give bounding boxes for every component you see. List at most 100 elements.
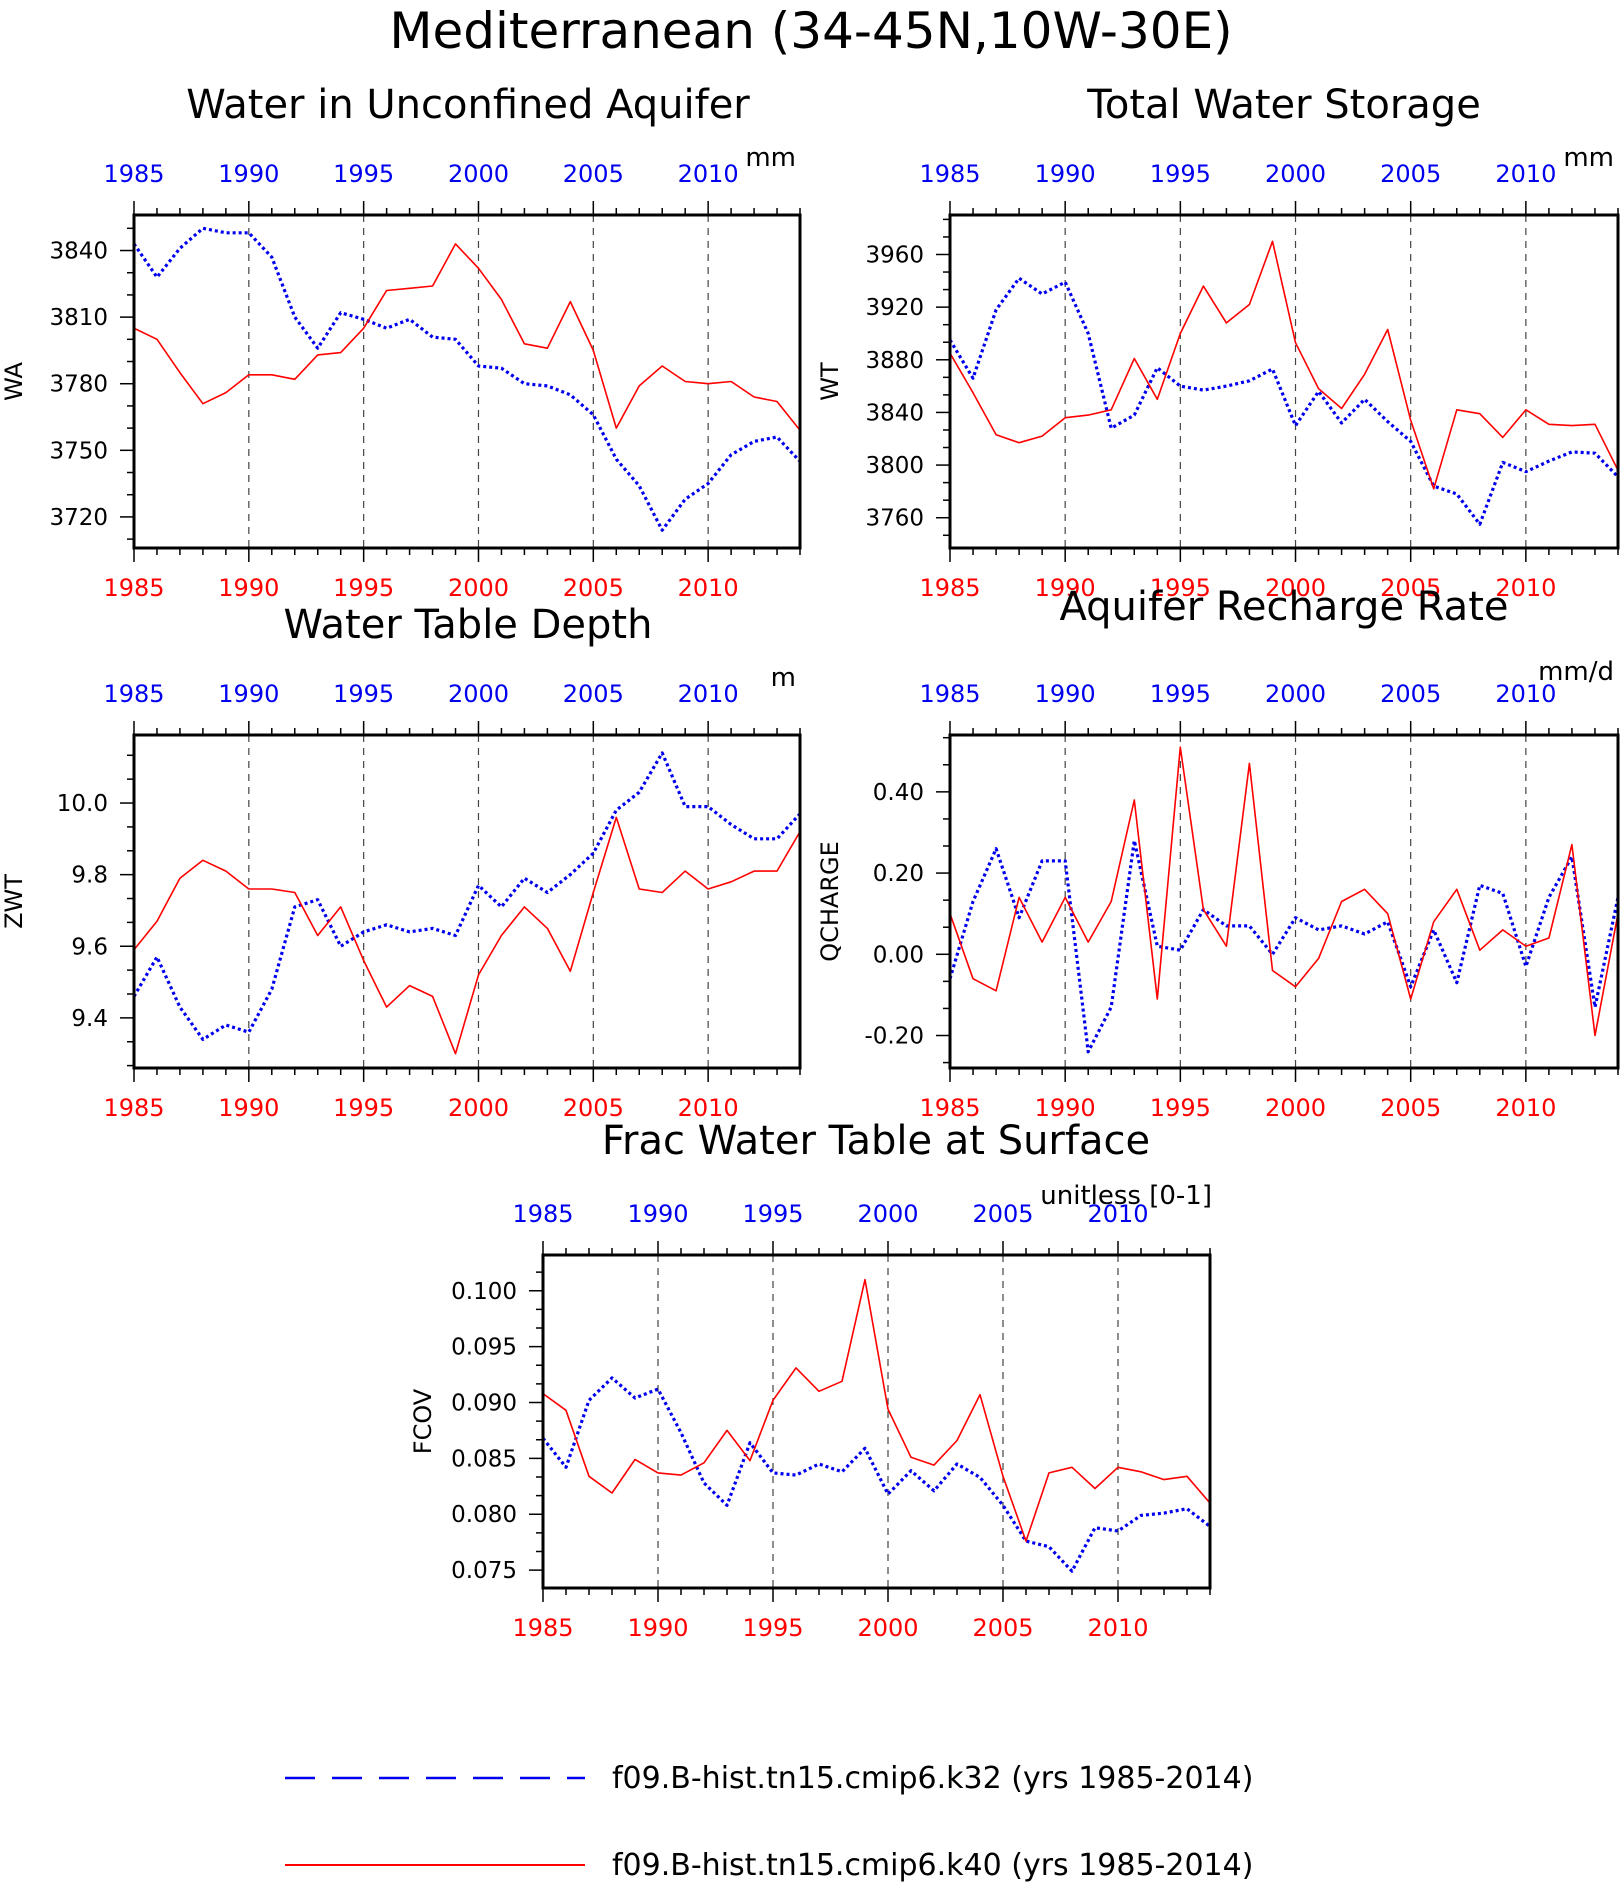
y-tick-label: 10.0 bbox=[57, 791, 108, 817]
x-tick-label-bottom: 1995 bbox=[333, 1094, 394, 1122]
plot-frame bbox=[541, 1253, 1212, 1590]
x-tick-label-top: 2010 bbox=[1087, 1200, 1148, 1228]
y-tick-label: 0.100 bbox=[451, 1279, 517, 1305]
x-tick-label-top: 1985 bbox=[103, 160, 164, 188]
x-tick-label-top: 2000 bbox=[857, 1200, 918, 1228]
plot-frame bbox=[948, 733, 1620, 1070]
x-tick-label-top: 1990 bbox=[627, 1200, 688, 1228]
chart-panel-4: Aquifer Recharge Rate mm/d QCHARGE 1985 1985… bbox=[816, 584, 1620, 1122]
plot-frame bbox=[132, 213, 802, 550]
x-tick-label-bottom: 2005 bbox=[563, 574, 624, 602]
x-tick-label-bottom: 2010 bbox=[1087, 1614, 1148, 1642]
x-tick-label-bottom: 1985 bbox=[103, 1094, 164, 1122]
x-tick-label-bottom: 2000 bbox=[448, 574, 509, 602]
y-tick-label: 9.6 bbox=[71, 934, 108, 960]
plot-frame bbox=[132, 733, 802, 1070]
panel-units: m bbox=[771, 663, 796, 693]
y-tick-label: 3840 bbox=[865, 400, 924, 426]
x-tick-label-bottom: 1990 bbox=[218, 574, 279, 602]
x-tick-label-top: 1995 bbox=[742, 1200, 803, 1228]
y-tick-label: 0.40 bbox=[873, 780, 924, 806]
x-tick-label-bottom: 2005 bbox=[1380, 1094, 1441, 1122]
x-tick-label-top: 2000 bbox=[448, 160, 509, 188]
x-tick-label-top: 2005 bbox=[563, 680, 624, 708]
x-tick-label-top: 1990 bbox=[218, 680, 279, 708]
y-axis-label: ZWT bbox=[0, 874, 28, 929]
series-line-k40 bbox=[543, 1278, 1210, 1542]
y-tick-label: 3960 bbox=[865, 242, 924, 268]
plot-frame bbox=[948, 213, 1620, 550]
x-tick-label-top: 2010 bbox=[1495, 680, 1556, 708]
x-tick-label-top: 2005 bbox=[1380, 680, 1441, 708]
x-tick-label-bottom: 1995 bbox=[333, 574, 394, 602]
y-tick-label: 0.20 bbox=[873, 861, 924, 887]
x-tick-label-bottom: 2010 bbox=[678, 574, 739, 602]
panel-title: Water Table Depth bbox=[284, 602, 653, 648]
y-axis-label: FCOV bbox=[409, 1388, 437, 1454]
series-line-k32 bbox=[950, 838, 1618, 1054]
x-tick-label-bottom: 2005 bbox=[563, 1094, 624, 1122]
y-tick-label: 3760 bbox=[865, 506, 924, 532]
x-tick-label-bottom: 1990 bbox=[1035, 1094, 1096, 1122]
series-line-k32 bbox=[950, 276, 1618, 526]
x-tick-label-bottom: 1985 bbox=[919, 1094, 980, 1122]
x-tick-label-top: 2010 bbox=[678, 680, 739, 708]
x-tick-label-bottom: 1985 bbox=[919, 574, 980, 602]
y-tick-label: 3720 bbox=[49, 505, 108, 531]
y-axis-label: WT bbox=[816, 362, 844, 401]
x-tick-label-top: 1995 bbox=[1150, 160, 1211, 188]
panel-title: Aquifer Recharge Rate bbox=[1059, 584, 1508, 630]
x-tick-label-bottom: 2000 bbox=[857, 1614, 918, 1642]
panel-title: Water in Unconfined Aquifer bbox=[186, 82, 750, 128]
panel-units: unitless [0-1] bbox=[1040, 1181, 1212, 1211]
y-tick-label: 9.8 bbox=[71, 863, 108, 889]
x-tick-label-bottom: 2005 bbox=[1380, 574, 1441, 602]
y-tick-label: 0.075 bbox=[451, 1558, 517, 1584]
y-tick-label: 0.090 bbox=[451, 1391, 517, 1417]
x-tick-label-bottom: 1995 bbox=[1150, 1094, 1211, 1122]
series-line-k40 bbox=[134, 816, 800, 1055]
x-tick-label-top: 1985 bbox=[512, 1200, 573, 1228]
panel-title: Total Water Storage bbox=[1086, 82, 1481, 128]
x-tick-label-top: 2005 bbox=[563, 160, 624, 188]
x-tick-label-top: 1990 bbox=[218, 160, 279, 188]
y-tick-label: 3780 bbox=[49, 372, 108, 398]
x-tick-label-bottom: 2005 bbox=[972, 1614, 1033, 1642]
legend-label-series-b: f09.B-hist.tn15.cmip6.k40 (yrs 1985-2014… bbox=[612, 1848, 1253, 1883]
x-tick-label-top: 2000 bbox=[1265, 680, 1326, 708]
series-line-k40 bbox=[950, 240, 1618, 490]
series-line-k32 bbox=[134, 751, 800, 1042]
y-tick-label: 3810 bbox=[49, 305, 108, 331]
x-tick-label-top: 1995 bbox=[333, 160, 394, 188]
x-tick-label-bottom: 2010 bbox=[678, 1094, 739, 1122]
panel-units: mm bbox=[1563, 143, 1614, 173]
chart-panel-3: Water Table Depth m ZWT 1985 1985 1990 1990 199… bbox=[0, 602, 802, 1122]
y-tick-label: 9.4 bbox=[71, 1006, 108, 1032]
x-tick-label-top: 1985 bbox=[919, 680, 980, 708]
x-tick-label-top: 1995 bbox=[1150, 680, 1211, 708]
x-tick-label-bottom: 1985 bbox=[103, 574, 164, 602]
x-tick-label-bottom: 2010 bbox=[1495, 1094, 1556, 1122]
x-tick-label-top: 2005 bbox=[1380, 160, 1441, 188]
y-tick-label: 3750 bbox=[49, 438, 108, 464]
x-tick-label-bottom: 2010 bbox=[1495, 574, 1556, 602]
series-line-k40 bbox=[950, 746, 1618, 1037]
chart-panel-5: Frac Water Table at Surface unitless [0-1… bbox=[409, 1118, 1212, 1642]
chart-panel-2: Total Water Storage mm WT 1985 1985 1990 1990 1… bbox=[816, 82, 1620, 602]
series-line-k32 bbox=[543, 1376, 1210, 1573]
x-tick-label-bottom: 2000 bbox=[448, 1094, 509, 1122]
x-tick-label-top: 1985 bbox=[103, 680, 164, 708]
y-tick-label: 3880 bbox=[865, 348, 924, 374]
x-tick-label-bottom: 1985 bbox=[512, 1614, 573, 1642]
panels: Water in Unconfined Aquifer mm WA 1985 1985 1… bbox=[0, 82, 1620, 1642]
x-tick-label-top: 2010 bbox=[1495, 160, 1556, 188]
x-tick-label-bottom: 2000 bbox=[1265, 1094, 1326, 1122]
x-tick-label-bottom: 1995 bbox=[742, 1614, 803, 1642]
x-tick-label-top: 2010 bbox=[678, 160, 739, 188]
y-axis-label: WA bbox=[0, 362, 28, 401]
series-line-k32 bbox=[134, 226, 800, 532]
x-tick-label-top: 2000 bbox=[1265, 160, 1326, 188]
y-tick-label: 0.00 bbox=[873, 942, 924, 968]
panel-title: Frac Water Table at Surface bbox=[602, 1118, 1150, 1164]
